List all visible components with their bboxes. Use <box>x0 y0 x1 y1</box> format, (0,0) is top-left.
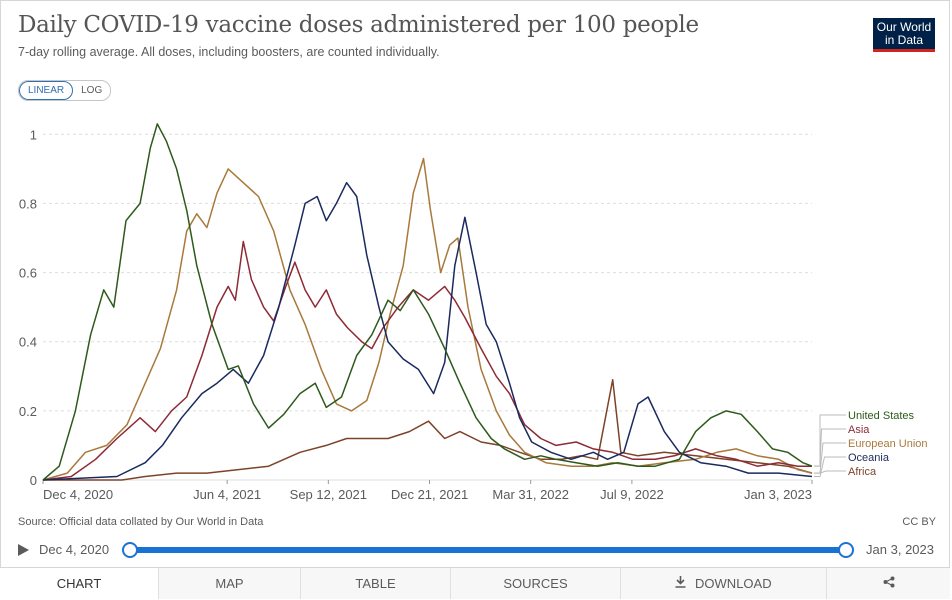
legend-label-united-states[interactable]: United States <box>848 410 915 422</box>
play-icon[interactable] <box>18 544 29 556</box>
tab-sources-label: SOURCES <box>503 576 568 591</box>
line-chart: 0 0.2 0.4 0.6 0.8 1 Dec 4, 2020 Jun 4, 2021 Sep… <box>19 123 928 502</box>
license-link[interactable]: CC BY <box>902 516 936 528</box>
legend-connector <box>814 442 846 474</box>
tab-bar: CHART MAP TABLE SOURCES DOWNLOAD <box>0 567 950 599</box>
timeline-track[interactable] <box>130 547 846 553</box>
tab-chart[interactable]: CHART <box>0 568 158 599</box>
x-tick-label: Jan 3, 2023 <box>744 487 812 502</box>
x-tick-label: Dec 21, 2021 <box>391 487 468 502</box>
share-icon <box>883 576 895 591</box>
scale-toggle: LINEAR LOG <box>18 80 112 101</box>
x-tick-label: Jul 9, 2022 <box>600 487 664 502</box>
download-icon <box>675 569 686 600</box>
series-line-european-union[interactable] <box>42 157 813 481</box>
legend-connector <box>814 470 846 474</box>
x-tick-labels: Dec 4, 2020 Jun 4, 2021 Sep 12, 2021 Dec 21… <box>42 480 813 502</box>
chart-title: Daily COVID-19 vaccine doses administere… <box>18 12 699 38</box>
y-tick-label: 0.4 <box>19 335 37 350</box>
tab-chart-label: CHART <box>56 576 102 591</box>
y-tick-label: 0.2 <box>19 404 37 419</box>
timeline: Dec 4, 2020 Jan 3, 2023 <box>18 540 934 560</box>
series-line-united-states[interactable] <box>42 123 813 481</box>
tab-map-label: MAP <box>215 576 244 591</box>
tab-download-label: DOWNLOAD <box>695 576 772 591</box>
legend-label-africa[interactable]: Africa <box>848 466 877 478</box>
linear-scale-button[interactable]: LINEAR <box>19 81 74 100</box>
timeline-end-label: Jan 3, 2023 <box>866 542 934 557</box>
x-tick-label: Dec 4, 2020 <box>43 487 113 502</box>
y-tick-label: 0.6 <box>19 266 37 281</box>
x-tick-label: Mar 31, 2022 <box>492 487 569 502</box>
tab-download[interactable]: DOWNLOAD <box>620 568 826 599</box>
x-tick-label: Jun 4, 2021 <box>193 487 261 502</box>
timeline-start-handle[interactable] <box>122 542 138 558</box>
y-tick-label: 0.8 <box>19 196 37 211</box>
tab-map[interactable]: MAP <box>158 568 300 599</box>
timeline-end-handle[interactable] <box>838 542 854 558</box>
series-lines <box>42 123 813 481</box>
tab-table-label: TABLE <box>355 576 396 591</box>
logo-accent-bar <box>873 49 935 52</box>
y-tick-labels: 0 0.2 0.4 0.6 0.8 1 <box>19 127 37 488</box>
logo-line-2: in Data <box>884 33 924 47</box>
series-line-oceania[interactable] <box>42 181 813 481</box>
source-note[interactable]: Source: Official data collated by Our Wo… <box>18 516 264 528</box>
log-scale-button[interactable]: LOG <box>81 85 103 96</box>
legend: United States Asia European Union Oceania Af… <box>814 410 928 478</box>
legend-label-asia[interactable]: Asia <box>848 424 870 436</box>
tab-share[interactable] <box>826 568 950 599</box>
owid-logo[interactable]: Our World in Data <box>873 18 935 52</box>
legend-connector <box>814 456 846 478</box>
series-line-africa[interactable] <box>43 378 813 481</box>
legend-label-oceania[interactable]: Oceania <box>848 452 890 464</box>
x-tick-label: Sep 12, 2021 <box>290 487 367 502</box>
legend-connector <box>814 414 846 467</box>
tab-table[interactable]: TABLE <box>300 568 450 599</box>
logo-line-1: Our World <box>876 20 932 34</box>
legend-label-european-union[interactable]: European Union <box>848 438 928 450</box>
y-tick-label: 1 <box>30 127 37 142</box>
chart-subtitle: 7-day rolling average. All doses, includ… <box>18 45 440 59</box>
legend-connector <box>814 428 846 467</box>
series-line-asia[interactable] <box>42 240 812 481</box>
y-tick-label: 0 <box>30 473 37 488</box>
timeline-start-label: Dec 4, 2020 <box>39 542 110 557</box>
tab-sources[interactable]: SOURCES <box>450 568 620 599</box>
